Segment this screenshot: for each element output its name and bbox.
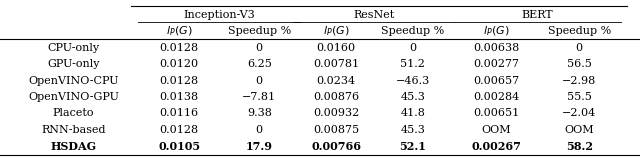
Text: Speedup %: Speedup % <box>228 26 291 36</box>
Text: BERT: BERT <box>522 10 554 20</box>
Text: 0.0160: 0.0160 <box>316 43 356 53</box>
Text: 41.8: 41.8 <box>401 108 425 118</box>
Text: $l_P(G)$: $l_P(G)$ <box>323 24 349 38</box>
Text: 0: 0 <box>575 43 583 53</box>
Text: HSDAG: HSDAG <box>51 141 97 152</box>
Text: Inception-V3: Inception-V3 <box>183 10 255 20</box>
Text: 0: 0 <box>409 43 417 53</box>
Text: 0.0234: 0.0234 <box>316 76 356 85</box>
Text: 56.5: 56.5 <box>567 59 591 69</box>
Text: RNN-based: RNN-based <box>42 125 106 135</box>
Text: 0.00766: 0.00766 <box>311 141 361 152</box>
Text: 0.00657: 0.00657 <box>473 76 519 85</box>
Text: 58.2: 58.2 <box>566 141 593 152</box>
Text: 0.00267: 0.00267 <box>471 141 521 152</box>
Text: OOM: OOM <box>564 125 594 135</box>
Text: 0.0105: 0.0105 <box>158 141 200 152</box>
Text: OOM: OOM <box>481 125 511 135</box>
Text: 0.0128: 0.0128 <box>159 76 199 85</box>
Text: 45.3: 45.3 <box>401 125 425 135</box>
Text: 0.00638: 0.00638 <box>473 43 519 53</box>
Text: −2.98: −2.98 <box>562 76 596 85</box>
Text: 0.00284: 0.00284 <box>473 92 519 102</box>
Text: 0: 0 <box>255 76 263 85</box>
Text: Speedup %: Speedup % <box>548 26 611 36</box>
Text: 17.9: 17.9 <box>246 141 273 152</box>
Text: OpenVINO-GPU: OpenVINO-GPU <box>28 92 119 102</box>
Text: $l_P(G)$: $l_P(G)$ <box>166 24 193 38</box>
Text: CPU-only: CPU-only <box>47 43 100 53</box>
Text: Speedup %: Speedup % <box>381 26 444 36</box>
Text: 0.00875: 0.00875 <box>313 125 359 135</box>
Text: 0.0138: 0.0138 <box>159 92 199 102</box>
Text: Placeto: Placeto <box>53 108 94 118</box>
Text: 0.0116: 0.0116 <box>159 108 199 118</box>
Text: 55.5: 55.5 <box>567 92 591 102</box>
Text: 0: 0 <box>255 43 263 53</box>
Text: 9.38: 9.38 <box>247 108 271 118</box>
Text: OpenVINO-CPU: OpenVINO-CPU <box>28 76 119 85</box>
Text: −7.81: −7.81 <box>242 92 276 102</box>
Text: 45.3: 45.3 <box>401 92 425 102</box>
Text: $l_P(G)$: $l_P(G)$ <box>483 24 509 38</box>
Text: 51.2: 51.2 <box>401 59 425 69</box>
Text: −2.04: −2.04 <box>562 108 596 118</box>
Text: 0.00277: 0.00277 <box>473 59 519 69</box>
Text: 0.0128: 0.0128 <box>159 125 199 135</box>
Text: 6.25: 6.25 <box>247 59 271 69</box>
Text: 52.1: 52.1 <box>399 141 426 152</box>
Text: 0.0128: 0.0128 <box>159 43 199 53</box>
Text: −46.3: −46.3 <box>396 76 430 85</box>
Text: 0.0120: 0.0120 <box>159 59 199 69</box>
Text: 0: 0 <box>255 125 263 135</box>
Text: ResNet: ResNet <box>354 10 395 20</box>
Text: 0.00651: 0.00651 <box>473 108 519 118</box>
Text: GPU-only: GPU-only <box>47 59 100 69</box>
Text: 0.00876: 0.00876 <box>313 92 359 102</box>
Text: 0.00932: 0.00932 <box>313 108 359 118</box>
Text: 0.00781: 0.00781 <box>313 59 359 69</box>
